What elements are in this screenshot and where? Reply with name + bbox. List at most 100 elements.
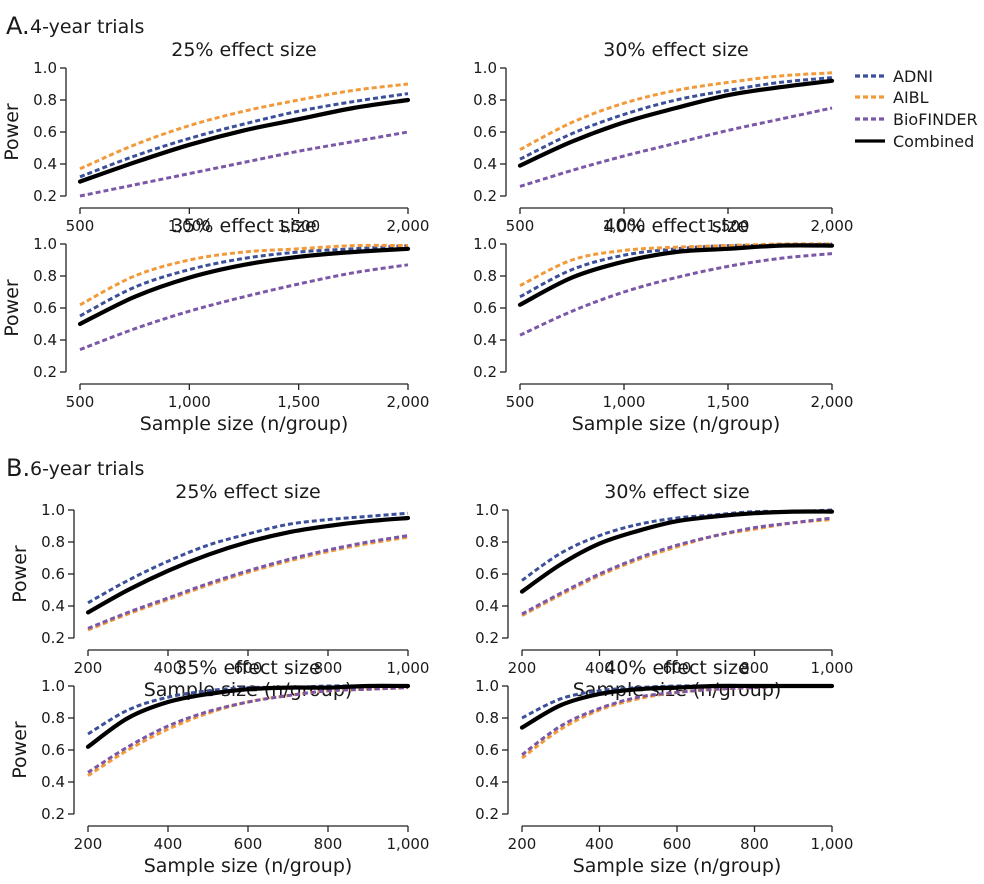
series-line-combined: [85, 683, 411, 749]
y-tick-label: 0.4: [33, 331, 57, 349]
series-line-biofinder: [519, 252, 833, 337]
series-line-combined: [77, 246, 411, 327]
y-axis-label: Power: [1, 103, 23, 161]
y-tick-label: 0.6: [33, 299, 57, 317]
legend: ADNI AIBL BioFINDER Combined: [855, 67, 978, 151]
x-tick-label: 1,000: [387, 835, 430, 853]
y-tick-label: 0.6: [475, 565, 499, 583]
x-axis-label: Sample size (n/group): [140, 413, 349, 435]
series-line-combined: [517, 243, 835, 307]
panel-8: 40% effect size 0.2 0.4 0.6 0.8 1.0 200 400 600 8…: [475, 657, 853, 877]
x-axis-label: Sample size (n/group): [573, 855, 782, 877]
series-line-combined: [85, 515, 411, 615]
legend-label-aibl: AIBL: [893, 88, 929, 107]
x-tick-label: 1,000: [811, 835, 854, 853]
y-tick-label: 0.8: [41, 709, 65, 727]
x-tick-label: 2,000: [811, 393, 854, 411]
y-tick-label: 0.4: [473, 331, 497, 349]
x-tick-label: 600: [234, 659, 263, 677]
y-tick-label: 0.2: [473, 363, 497, 381]
y-tick-label: 0.2: [33, 187, 57, 205]
panel-title: 25% effect size: [171, 39, 317, 61]
x-tick-label: 500: [66, 217, 95, 235]
x-tick-label: 1,000: [168, 217, 211, 235]
y-tick-label: 1.0: [41, 501, 65, 519]
section-b-letter: B.: [6, 454, 30, 482]
y-tick-label: 0.6: [41, 565, 65, 583]
y-tick-label: 1.0: [33, 235, 57, 253]
y-tick-label: 0.4: [41, 773, 65, 791]
legend-item-combined: Combined: [855, 132, 974, 151]
series-line-biofinder: [87, 534, 409, 630]
x-axis-label: Sample size (n/group): [144, 855, 353, 877]
x-tick-label: 200: [74, 835, 103, 853]
y-tick-label: 0.2: [473, 187, 497, 205]
x-tick-label: 1,000: [603, 393, 646, 411]
x-tick-label: 1,000: [811, 659, 854, 677]
x-tick-label: 1,500: [707, 217, 750, 235]
panel-title: 25% effect size: [175, 481, 321, 503]
x-tick-label: 500: [66, 393, 95, 411]
y-tick-label: 0.8: [33, 91, 57, 109]
series-line-biofinder: [521, 516, 833, 616]
y-tick-label: 1.0: [473, 59, 497, 77]
y-tick-label: 0.2: [41, 629, 65, 647]
y-tick-label: 0.6: [473, 123, 497, 141]
y-tick-label: 1.0: [475, 501, 499, 519]
x-tick-label: 400: [585, 835, 614, 853]
section-a-title: 4-year trials: [30, 16, 144, 38]
x-tick-label: 2,000: [387, 393, 430, 411]
x-tick-label: 1,500: [707, 393, 750, 411]
series-line-adni: [519, 76, 833, 161]
y-tick-label: 0.2: [475, 805, 499, 823]
y-tick-label: 0.8: [475, 709, 499, 727]
panel-title: 35% effect size: [171, 215, 317, 237]
x-tick-label: 800: [740, 659, 769, 677]
y-tick-label: 0.8: [33, 267, 57, 285]
panel-1: 25% effect size 0.2 0.4 0.6 0.8 1.0 500 1,000 1,…: [1, 39, 429, 235]
x-tick-label: 1,000: [168, 393, 211, 411]
section-a-letter: A.: [6, 12, 30, 40]
x-tick-label: 1,000: [387, 659, 430, 677]
panel-7: 35% effect size 0.2 0.4 0.6 0.8 1.0 200 400 600 8…: [9, 657, 429, 877]
y-tick-label: 1.0: [33, 59, 57, 77]
series-line-aibl: [519, 71, 833, 151]
panel-title: 30% effect size: [603, 39, 749, 61]
legend-label-adni: ADNI: [893, 67, 933, 86]
panels: 25% effect size 0.2 0.4 0.6 0.8 1.0 500 1,000 1,…: [1, 39, 853, 877]
y-tick-label: 1.0: [41, 677, 65, 695]
section-b-title: 6-year trials: [30, 458, 144, 480]
series-line-aibl: [79, 82, 409, 171]
x-tick-label: 200: [74, 659, 103, 677]
y-tick-label: 0.4: [475, 773, 499, 791]
x-tick-label: 2,000: [811, 217, 854, 235]
series-line-combined: [517, 78, 835, 168]
series-line-aibl: [79, 243, 409, 307]
panel-title: 40% effect size: [603, 215, 749, 237]
series-line-aibl: [521, 518, 833, 617]
y-tick-label: 0.8: [41, 533, 65, 551]
x-tick-label: 400: [585, 659, 614, 677]
y-tick-label: 0.4: [33, 155, 57, 173]
y-tick-label: 0.2: [33, 363, 57, 381]
y-axis-label: Power: [9, 545, 31, 603]
legend-label-combined: Combined: [893, 132, 974, 151]
x-tick-label: 600: [663, 659, 692, 677]
y-tick-label: 0.6: [473, 299, 497, 317]
series-line-biofinder: [519, 106, 833, 188]
series-line-combined: [77, 97, 411, 184]
y-tick-label: 0.8: [473, 267, 497, 285]
x-tick-label: 800: [740, 835, 769, 853]
x-axis-label: Sample size (n/group): [572, 413, 781, 435]
x-tick-label: 400: [154, 659, 183, 677]
legend-item-adni: ADNI: [855, 67, 933, 86]
panel-3: 35% effect size 0.2 0.4 0.6 0.8 1.0 500 1,000 1,…: [1, 215, 429, 435]
series-line-combined: [519, 509, 835, 594]
panel-title: 30% effect size: [604, 481, 750, 503]
x-tick-label: 2,000: [387, 217, 430, 235]
x-tick-label: 600: [663, 835, 692, 853]
y-tick-label: 0.8: [475, 533, 499, 551]
panel-6: 30% effect size 0.2 0.4 0.6 0.8 1.0 200 400 600 8…: [475, 481, 853, 701]
